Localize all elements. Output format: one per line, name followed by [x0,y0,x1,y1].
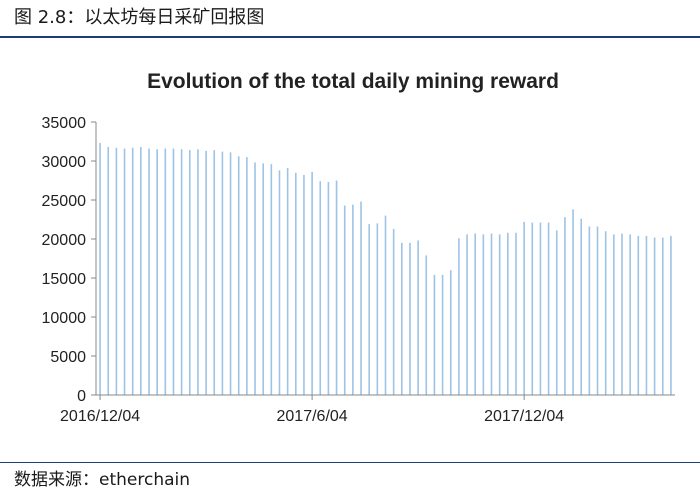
chart-area: Evolution of the total daily mining rewa… [0,40,700,460]
header-rule [0,36,700,38]
y-tick-label: 5000 [50,349,86,366]
y-tick-label: 35000 [42,115,87,132]
y-tick-label: 0 [77,388,86,405]
x-tick-label: 2017/12/04 [484,408,564,425]
y-axis-ticks: 0 5000 10000 15000 20000 25000 30000 35000 [42,115,96,405]
footer-rule [0,462,700,463]
mining-reward-chart: Evolution of the total daily mining rewa… [42,70,675,425]
chart-title: Evolution of the total daily mining rewa… [147,70,559,93]
y-tick-label: 25000 [42,193,87,210]
bars [99,143,672,395]
y-tick-label: 15000 [42,271,87,288]
x-axis-ticks: 2016/12/04 2017/6/04 2017/12/04 [60,395,564,425]
y-tick-label: 20000 [42,232,87,249]
y-tick-label: 10000 [42,310,87,327]
y-tick-label: 30000 [42,154,87,171]
x-tick-label: 2016/12/04 [60,408,140,425]
figure-label: 图 2.8：以太坊每日采矿回报图 [14,7,265,28]
x-tick-label: 2017/6/04 [277,408,348,425]
data-source: 数据来源：etherchain [14,470,191,490]
